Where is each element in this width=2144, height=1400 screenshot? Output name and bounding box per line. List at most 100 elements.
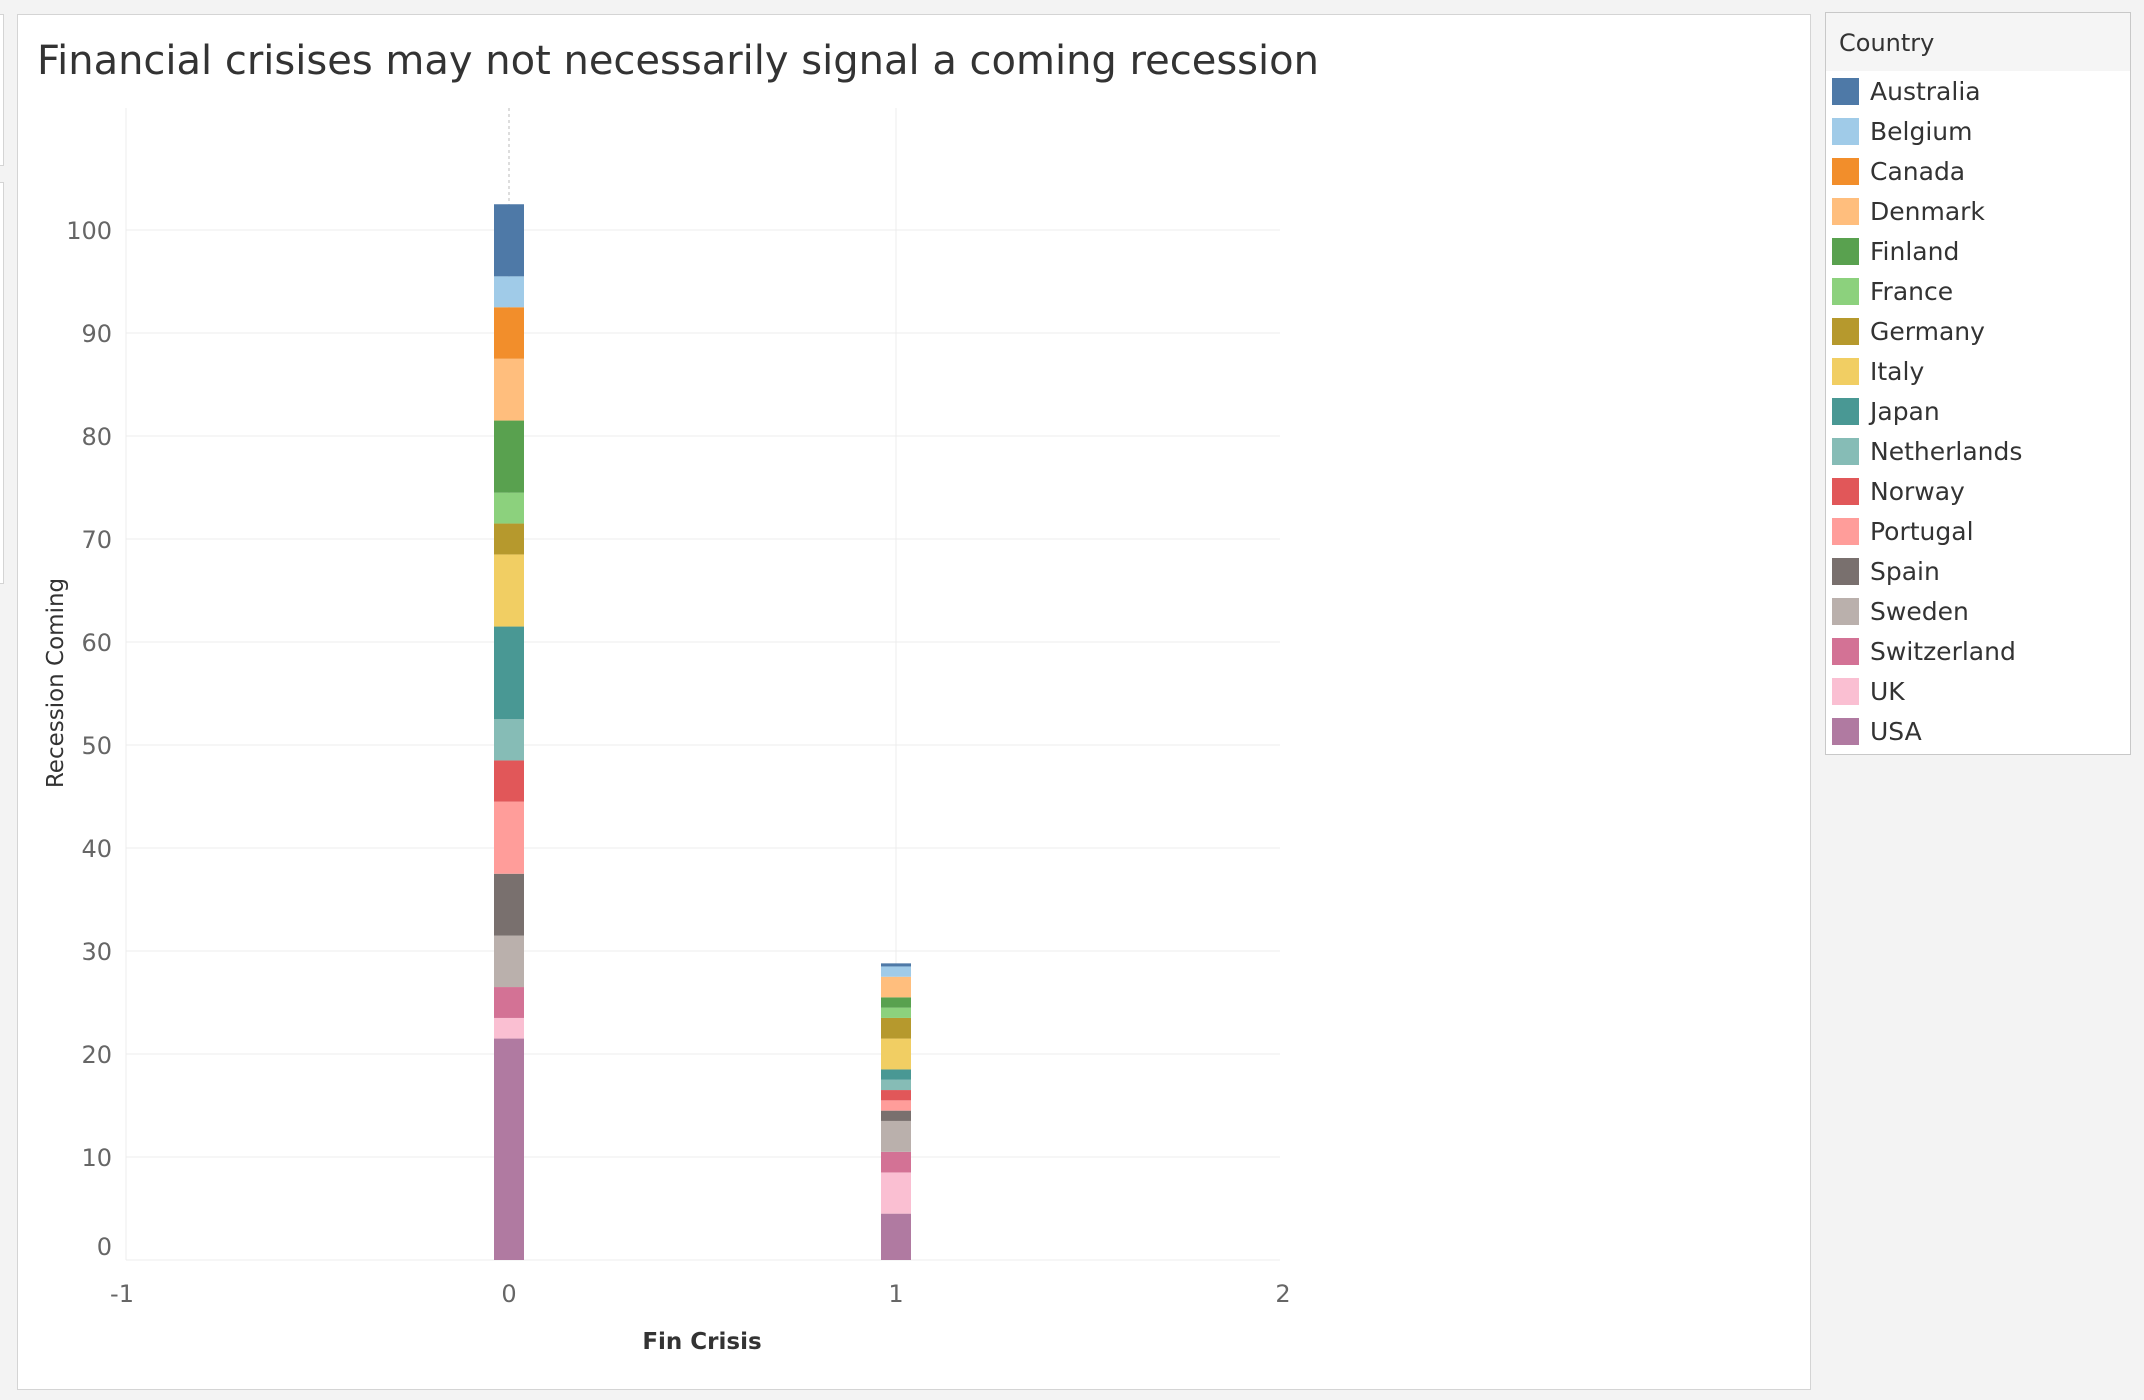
- y-tick-label: 40: [81, 835, 112, 863]
- legend-label: Denmark: [1870, 196, 1985, 226]
- legend-label: Finland: [1870, 236, 1960, 266]
- legend-item-denmark[interactable]: Denmark: [1826, 191, 2130, 231]
- legend-label: Australia: [1870, 76, 1981, 106]
- y-axis-title: Recession Coming: [43, 578, 69, 788]
- legend-label: Spain: [1870, 556, 1940, 586]
- left-pane-edge: [0, 182, 4, 584]
- tick-labels: 0 10 20 30 40 50 60 70 80 90 100 -1 0 1 2: [66, 217, 1290, 1308]
- x-tick-label: -1: [110, 1280, 134, 1308]
- bar-segment-germany: [494, 523, 524, 555]
- bar-segment-japan: [494, 626, 524, 720]
- bar-segment-netherlands: [494, 719, 524, 761]
- legend-label: Italy: [1870, 356, 1925, 386]
- bar-segment-australia: [494, 204, 524, 277]
- legend-item-switzerland[interactable]: Switzerland: [1826, 631, 2130, 671]
- legend-label: Belgium: [1870, 116, 1973, 146]
- legend-label: Portugal: [1870, 516, 1974, 546]
- bar-segment-belgium: [881, 966, 911, 977]
- legend-swatch: [1832, 637, 1859, 665]
- bar-segment-switzerland: [881, 1151, 911, 1173]
- y-tick-label: 10: [81, 1144, 112, 1172]
- y-tick-label: 50: [81, 732, 112, 760]
- bar-segment-finland: [494, 420, 524, 493]
- legend-swatch: [1832, 597, 1859, 625]
- stacked-bar-chart: 0 10 20 30 40 50 60 70 80 90 100 -1 0 1 2 Recession Co…: [43, 108, 1291, 1355]
- legend-items: Australia Belgium Canada Denmark Finland Fran…: [1826, 71, 2130, 751]
- legend-swatch: [1832, 477, 1859, 505]
- y-tick-label: 90: [81, 320, 112, 348]
- bar-segment-norway: [881, 1090, 911, 1101]
- legend-item-france[interactable]: France: [1826, 271, 2130, 311]
- bar-segment-usa: [881, 1213, 911, 1260]
- bar-segment-italy: [494, 554, 524, 627]
- left-pane-edge: [0, 14, 4, 166]
- legend-label: Switzerland: [1870, 636, 2016, 666]
- legend-item-germany[interactable]: Germany: [1826, 311, 2130, 351]
- x-tick-label: 1: [888, 1280, 903, 1308]
- legend-item-sweden[interactable]: Sweden: [1826, 591, 2130, 631]
- legend-label: Germany: [1870, 316, 1985, 346]
- legend-title: Country: [1826, 13, 2130, 71]
- bar-segment-spain: [494, 873, 524, 936]
- legend-item-australia[interactable]: Australia: [1826, 71, 2130, 111]
- y-tick-label: 30: [81, 938, 112, 966]
- legend-swatch: [1832, 557, 1859, 585]
- legend-item-netherlands[interactable]: Netherlands: [1826, 431, 2130, 471]
- legend-swatch: [1832, 677, 1859, 705]
- bar-segment-sweden: [881, 1120, 911, 1152]
- legend-label: Netherlands: [1870, 436, 2023, 466]
- legend-label: Japan: [1870, 396, 1940, 426]
- legend-swatch: [1832, 357, 1859, 385]
- legend-swatch: [1832, 197, 1859, 225]
- legend-swatch: [1832, 117, 1859, 145]
- bar-segment-denmark: [881, 976, 911, 998]
- bar-segment-france: [881, 1007, 911, 1018]
- bar-segment-netherlands: [881, 1079, 911, 1091]
- legend-item-japan[interactable]: Japan: [1826, 391, 2130, 431]
- legend-swatch: [1832, 277, 1859, 305]
- legend-item-spain[interactable]: Spain: [1826, 551, 2130, 591]
- bar-segment-portugal: [881, 1100, 911, 1111]
- legend-item-italy[interactable]: Italy: [1826, 351, 2130, 391]
- legend-swatch: [1832, 77, 1859, 105]
- bar-segment-germany: [881, 1017, 911, 1039]
- x-tick-label: 0: [501, 1280, 516, 1308]
- bar-segment-finland: [881, 997, 911, 1008]
- y-tick-label: 80: [81, 423, 112, 451]
- bar-segment-denmark: [494, 358, 524, 421]
- legend-item-finland[interactable]: Finland: [1826, 231, 2130, 271]
- legend-swatch: [1832, 437, 1859, 465]
- legend-item-canada[interactable]: Canada: [1826, 151, 2130, 191]
- y-tick-label: 20: [81, 1041, 112, 1069]
- bars: [494, 204, 911, 1260]
- bar-segment-canada: [494, 307, 524, 359]
- legend-label: USA: [1870, 716, 1922, 746]
- bar-segment-france: [494, 492, 524, 524]
- y-tick-label: 0: [97, 1233, 112, 1261]
- bar-segment-switzerland: [494, 987, 524, 1018]
- x-tick-label: 2: [1275, 1280, 1290, 1308]
- bar-segment-sweden: [494, 935, 524, 988]
- legend-swatch: [1832, 397, 1859, 425]
- y-tick-label: 100: [66, 217, 112, 245]
- legend-item-portugal[interactable]: Portugal: [1826, 511, 2130, 551]
- chart-title: Financial crisises may not necessarily s…: [37, 38, 1319, 84]
- bar-segment-spain: [881, 1110, 911, 1121]
- legend-item-usa[interactable]: USA: [1826, 711, 2130, 751]
- bar-segment-japan: [881, 1069, 911, 1080]
- legend-swatch: [1832, 717, 1859, 745]
- bar-segment-uk: [881, 1172, 911, 1214]
- legend-label: France: [1870, 276, 1954, 306]
- legend-item-uk[interactable]: UK: [1826, 671, 2130, 711]
- legend-swatch: [1832, 517, 1859, 545]
- legend-label: Canada: [1870, 156, 1966, 186]
- chart-panel: [17, 14, 1811, 1390]
- y-tick-label: 70: [81, 526, 112, 554]
- bar-segment-belgium: [494, 276, 524, 308]
- legend-label: Sweden: [1870, 596, 1969, 626]
- legend-item-belgium[interactable]: Belgium: [1826, 111, 2130, 151]
- legend-swatch: [1832, 317, 1859, 345]
- y-tick-label: 60: [81, 629, 112, 657]
- legend-item-norway[interactable]: Norway: [1826, 471, 2130, 511]
- legend-swatch: [1832, 157, 1859, 185]
